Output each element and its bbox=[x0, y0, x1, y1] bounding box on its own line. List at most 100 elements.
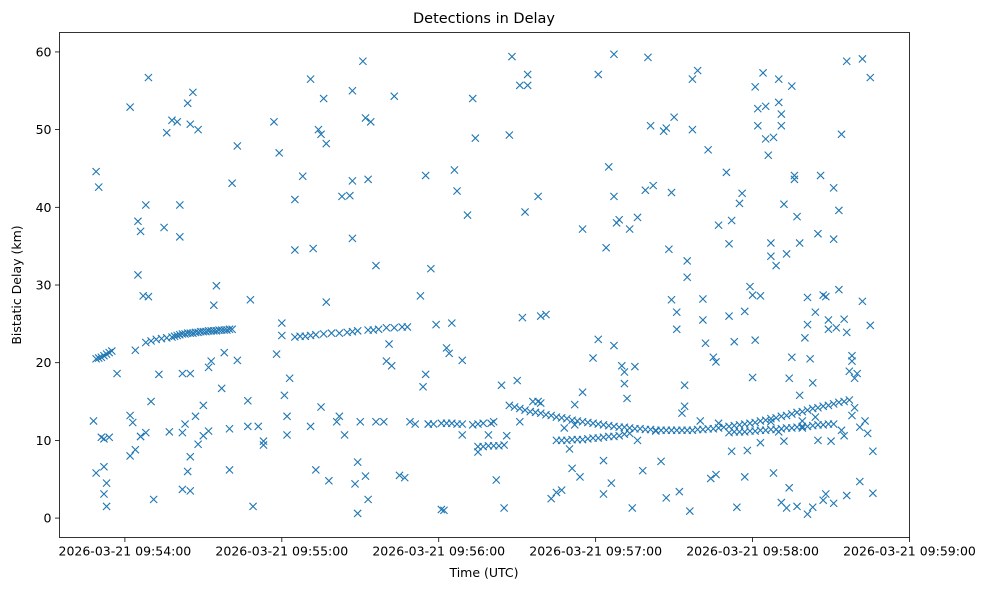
data-point bbox=[405, 417, 414, 426]
data-point bbox=[319, 329, 328, 338]
data-point bbox=[730, 337, 739, 346]
data-point bbox=[748, 373, 757, 382]
data-point bbox=[233, 356, 242, 365]
data-point bbox=[371, 417, 380, 426]
data-point bbox=[175, 232, 184, 241]
data-point bbox=[228, 179, 237, 188]
data-point bbox=[756, 291, 765, 300]
data-point bbox=[162, 128, 171, 137]
data-point bbox=[609, 341, 618, 350]
data-point bbox=[589, 354, 598, 363]
data-point bbox=[484, 430, 493, 439]
data-point bbox=[92, 469, 101, 478]
data-point bbox=[290, 246, 299, 255]
data-point bbox=[186, 120, 195, 129]
data-point bbox=[319, 94, 328, 103]
data-point bbox=[641, 186, 650, 195]
data-point bbox=[426, 264, 435, 273]
data-point bbox=[782, 411, 791, 420]
data-point bbox=[317, 130, 326, 139]
data-point bbox=[337, 192, 346, 201]
data-point bbox=[513, 376, 522, 385]
data-point bbox=[743, 446, 752, 455]
x-tick-label: 2026-03-21 09:56:00 bbox=[372, 544, 505, 559]
data-point bbox=[306, 422, 315, 431]
data-point bbox=[283, 430, 292, 439]
data-point bbox=[141, 428, 150, 437]
data-point bbox=[277, 331, 286, 340]
data-point bbox=[243, 396, 252, 405]
data-point bbox=[126, 103, 135, 112]
data-point bbox=[502, 431, 511, 440]
data-point bbox=[212, 281, 221, 290]
data-point bbox=[173, 331, 182, 340]
data-point bbox=[194, 440, 203, 449]
data-point bbox=[186, 369, 195, 378]
data-point bbox=[842, 328, 851, 337]
data-point bbox=[821, 490, 830, 498]
data-point bbox=[204, 363, 213, 372]
data-point bbox=[800, 333, 809, 342]
data-point bbox=[735, 199, 744, 208]
data-point bbox=[643, 53, 652, 62]
data-point bbox=[141, 200, 150, 209]
data-point bbox=[306, 75, 315, 84]
data-point bbox=[311, 465, 320, 474]
data-point bbox=[798, 423, 807, 432]
data-point bbox=[680, 381, 689, 390]
data-point bbox=[272, 350, 281, 359]
data-point bbox=[246, 295, 255, 304]
y-axis-label: Bistatic Delay (km) bbox=[9, 225, 24, 344]
data-point bbox=[327, 329, 336, 338]
data-point bbox=[753, 121, 762, 130]
data-point bbox=[774, 98, 783, 107]
data-point bbox=[803, 510, 812, 519]
data-point bbox=[594, 70, 603, 79]
data-point bbox=[324, 476, 333, 485]
data-point bbox=[706, 474, 715, 483]
data-point bbox=[769, 469, 778, 478]
data-point bbox=[521, 406, 530, 415]
data-point bbox=[594, 335, 603, 344]
data-point bbox=[536, 409, 545, 418]
data-point bbox=[126, 411, 135, 420]
data-point bbox=[364, 495, 373, 504]
data-point bbox=[858, 54, 867, 63]
data-point bbox=[356, 417, 365, 426]
data-point bbox=[850, 374, 859, 383]
data-point bbox=[534, 192, 543, 201]
data-point bbox=[657, 457, 666, 466]
data-point bbox=[834, 206, 843, 215]
data-point bbox=[816, 171, 825, 180]
data-point bbox=[94, 354, 103, 363]
data-point bbox=[620, 379, 629, 388]
data-point bbox=[335, 412, 344, 421]
data-point bbox=[366, 117, 375, 126]
data-point bbox=[225, 465, 234, 474]
data-point bbox=[107, 347, 116, 356]
data-point bbox=[170, 332, 179, 341]
data-point bbox=[565, 444, 574, 453]
data-point bbox=[547, 411, 556, 420]
data-point bbox=[259, 441, 268, 450]
data-point bbox=[793, 212, 802, 221]
data-point bbox=[811, 308, 820, 317]
data-point bbox=[782, 503, 791, 512]
data-point bbox=[829, 499, 838, 508]
data-point bbox=[772, 413, 781, 422]
data-point bbox=[764, 151, 773, 160]
data-point bbox=[727, 447, 736, 456]
data-point bbox=[99, 434, 108, 443]
data-point bbox=[688, 125, 697, 134]
data-point bbox=[353, 458, 362, 467]
data-point bbox=[186, 486, 195, 495]
data-point bbox=[845, 367, 854, 376]
data-point bbox=[181, 420, 190, 429]
data-point bbox=[725, 312, 734, 321]
data-point bbox=[541, 310, 550, 319]
data-point bbox=[463, 211, 472, 220]
data-point bbox=[832, 323, 841, 332]
data-point bbox=[217, 384, 226, 393]
data-point bbox=[345, 191, 354, 200]
data-point bbox=[505, 131, 514, 140]
